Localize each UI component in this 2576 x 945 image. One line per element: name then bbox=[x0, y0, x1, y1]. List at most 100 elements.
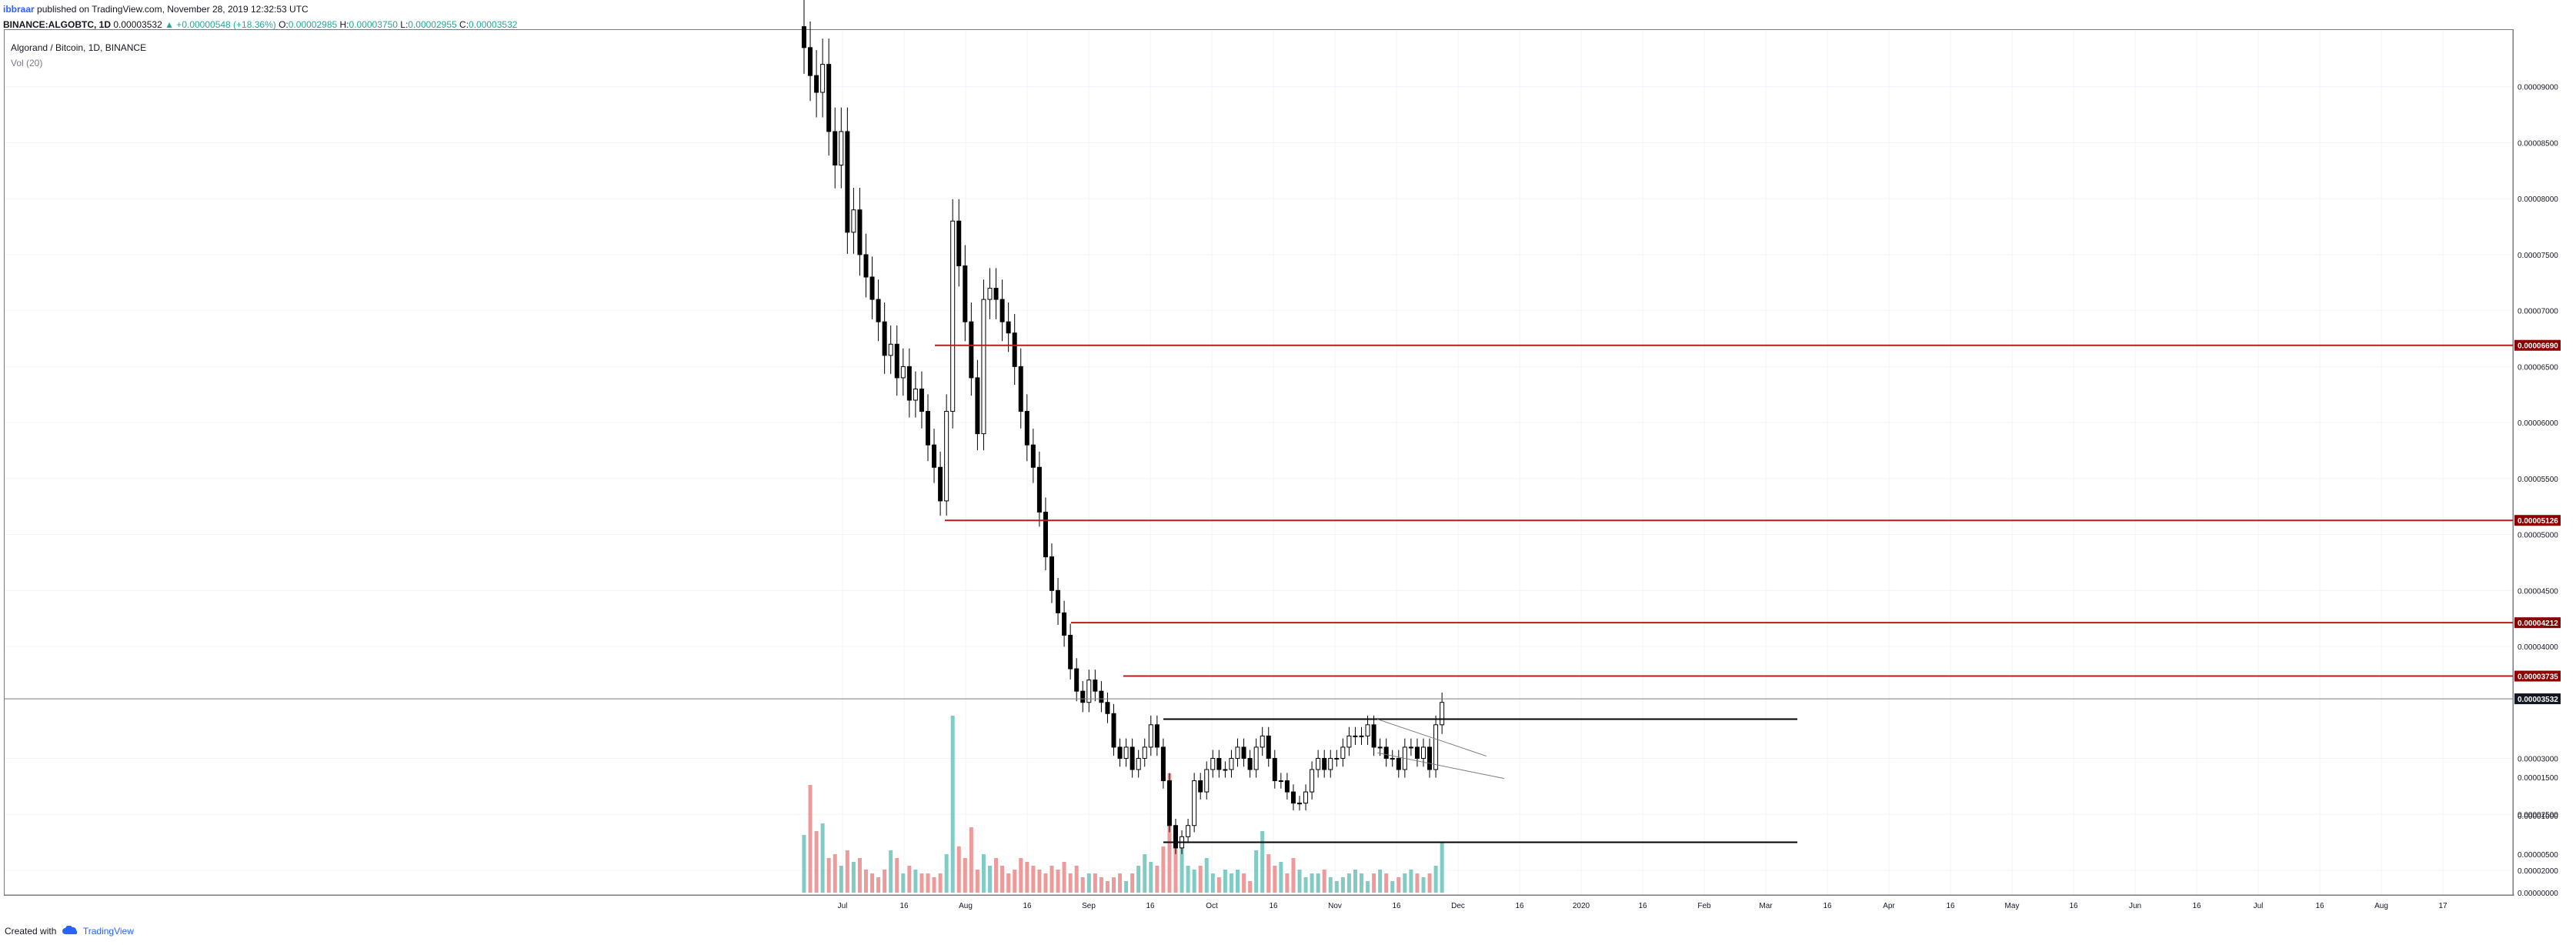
volume-bar bbox=[1372, 873, 1376, 893]
candle-body bbox=[1383, 746, 1389, 759]
candle-body bbox=[833, 131, 838, 166]
volume-bar bbox=[1093, 873, 1097, 893]
price-axis-tick-label: 0.00006500 bbox=[2518, 363, 2558, 372]
volume-bar bbox=[802, 835, 806, 893]
candle-body bbox=[1377, 746, 1383, 749]
candle-body bbox=[900, 366, 906, 379]
price-axis-tick-label: 0.00005500 bbox=[2518, 476, 2558, 484]
tradingview-cloud-icon bbox=[62, 924, 79, 940]
volume-bar bbox=[883, 870, 887, 893]
candle-body bbox=[1068, 634, 1073, 670]
candle-body bbox=[1440, 702, 1445, 726]
candle-body bbox=[1414, 746, 1420, 759]
candle-body bbox=[1427, 746, 1433, 770]
candle-body bbox=[1303, 791, 1309, 804]
candle-body bbox=[999, 299, 1005, 322]
time-axis-tick-label: 16 bbox=[1023, 902, 1032, 910]
volume-bar bbox=[1254, 850, 1259, 893]
time-axis-tick-label: 16 bbox=[1638, 902, 1647, 910]
volume-bar bbox=[1105, 881, 1109, 893]
volume-bar bbox=[1130, 873, 1135, 893]
candle-body bbox=[944, 411, 949, 502]
low-label: L: bbox=[400, 19, 409, 30]
volume-bar bbox=[1223, 870, 1227, 893]
candle-body bbox=[1186, 825, 1191, 837]
volume-bar bbox=[981, 854, 986, 893]
price-axis-tick-label: 0.00009000 bbox=[2518, 84, 2558, 92]
time-axis-tick-label: 16 bbox=[1515, 902, 1524, 910]
candle-body bbox=[1310, 769, 1315, 793]
tradingview-link[interactable]: TradingView bbox=[82, 926, 134, 937]
candle-body bbox=[1371, 724, 1376, 748]
volume-bar bbox=[826, 858, 831, 893]
volume-bar bbox=[1186, 866, 1190, 893]
publish-line: ibbraar published on TradingView.com, No… bbox=[3, 2, 517, 17]
candle-body bbox=[1210, 757, 1216, 770]
candle-body bbox=[1074, 668, 1079, 692]
volume-bar bbox=[938, 873, 943, 893]
candle-body bbox=[969, 321, 974, 379]
candle-body bbox=[1204, 769, 1210, 793]
price-axis-tick-label: 0.00002500 bbox=[2518, 811, 2558, 820]
time-axis-tick-label: Jun bbox=[2129, 902, 2141, 910]
time-axis-tick-label: 16 bbox=[2192, 902, 2201, 910]
price-axis-tick-label: 0.00004000 bbox=[2518, 643, 2558, 652]
candle-body bbox=[1290, 791, 1296, 804]
volume-bar bbox=[1322, 870, 1326, 893]
volume-bar bbox=[1006, 873, 1011, 893]
candle-body bbox=[956, 220, 962, 266]
time-axis-tick-label: Apr bbox=[1883, 902, 1895, 910]
volume-bar bbox=[1118, 873, 1123, 893]
volume-bar bbox=[1291, 858, 1296, 893]
low-value: 0.00002955 bbox=[408, 19, 457, 30]
candle-body bbox=[845, 131, 850, 233]
volume-bar bbox=[1366, 881, 1370, 893]
candle-body bbox=[894, 343, 899, 379]
volume-bar bbox=[1192, 870, 1196, 893]
time-axis-tick-label: 2020 bbox=[1573, 902, 1590, 910]
volume-bar bbox=[1062, 862, 1066, 893]
trend-line-lower bbox=[1376, 752, 1505, 780]
author-link[interactable]: ibbraar bbox=[3, 4, 35, 15]
volume-bar bbox=[814, 831, 819, 893]
candle-body bbox=[1266, 735, 1271, 759]
change-text: ▲ +0.00000548 (+18.36%) bbox=[165, 19, 276, 30]
candle-body bbox=[1365, 724, 1370, 736]
candle-body bbox=[1421, 746, 1426, 759]
candle-body bbox=[950, 220, 956, 412]
volume-bar bbox=[988, 866, 992, 893]
candle-body bbox=[1247, 757, 1253, 770]
volume-bar bbox=[1346, 873, 1351, 893]
volume-bar bbox=[969, 827, 973, 893]
volume-bar bbox=[1112, 877, 1116, 893]
volume-bar bbox=[1390, 881, 1395, 893]
volume-bar bbox=[1167, 773, 1172, 893]
volume-bar bbox=[1155, 866, 1160, 893]
volume-bar bbox=[1161, 846, 1166, 893]
candle-body bbox=[932, 444, 937, 468]
volume-bar bbox=[1353, 870, 1357, 893]
candle-body bbox=[1272, 757, 1277, 782]
candle-body bbox=[1396, 757, 1401, 770]
candle-body bbox=[1049, 556, 1054, 591]
volume-bar bbox=[926, 873, 930, 893]
volume-bar bbox=[1297, 870, 1302, 893]
time-axis-tick-label: Oct bbox=[1206, 902, 1218, 910]
candle-body bbox=[1216, 757, 1222, 770]
chart-legend: Algorand / Bitcoin, 1D, BINANCE Vol (20) bbox=[11, 40, 146, 71]
volume-bar bbox=[1216, 877, 1221, 893]
candle-body bbox=[882, 321, 887, 356]
volume-bar bbox=[1409, 870, 1413, 893]
candle-body bbox=[1006, 321, 1011, 334]
high-label: H: bbox=[339, 19, 349, 30]
candle-body bbox=[1099, 690, 1104, 703]
candle-body bbox=[1056, 589, 1061, 613]
price-axis-tick-label: 0.00008500 bbox=[2518, 139, 2558, 148]
candle-body bbox=[1433, 724, 1439, 770]
candle-body bbox=[919, 388, 924, 412]
time-axis-tick-label: 16 bbox=[899, 902, 909, 910]
volume-bar bbox=[950, 716, 955, 893]
candle-body bbox=[1260, 735, 1265, 748]
candle-body bbox=[1198, 780, 1203, 793]
